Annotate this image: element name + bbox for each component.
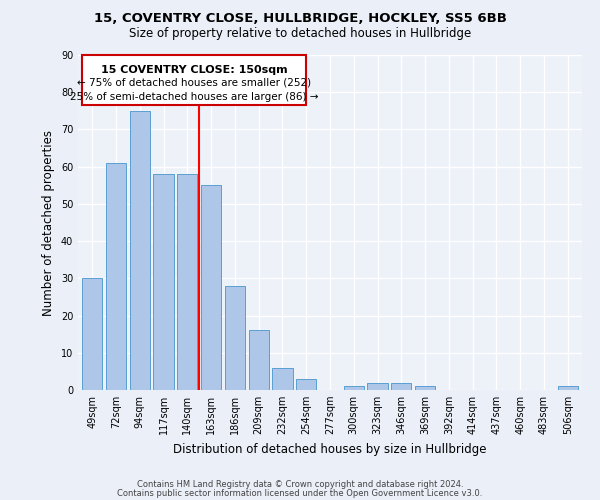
- Text: Contains public sector information licensed under the Open Government Licence v3: Contains public sector information licen…: [118, 489, 482, 498]
- Text: 15, COVENTRY CLOSE, HULLBRIDGE, HOCKLEY, SS5 6BB: 15, COVENTRY CLOSE, HULLBRIDGE, HOCKLEY,…: [94, 12, 506, 26]
- Text: Size of property relative to detached houses in Hullbridge: Size of property relative to detached ho…: [129, 28, 471, 40]
- Bar: [201, 186, 221, 390]
- Text: Contains HM Land Registry data © Crown copyright and database right 2024.: Contains HM Land Registry data © Crown c…: [137, 480, 463, 489]
- Bar: [296, 379, 316, 390]
- Bar: [367, 382, 388, 390]
- Bar: [225, 286, 245, 390]
- Bar: [557, 386, 578, 390]
- Text: ← 75% of detached houses are smaller (252): ← 75% of detached houses are smaller (25…: [77, 78, 311, 88]
- Bar: [154, 174, 173, 390]
- Bar: [344, 386, 364, 390]
- Bar: [248, 330, 269, 390]
- Bar: [272, 368, 293, 390]
- Bar: [106, 163, 126, 390]
- FancyBboxPatch shape: [82, 55, 306, 106]
- Bar: [177, 174, 197, 390]
- Text: 15 COVENTRY CLOSE: 150sqm: 15 COVENTRY CLOSE: 150sqm: [101, 65, 287, 75]
- Text: 25% of semi-detached houses are larger (86) →: 25% of semi-detached houses are larger (…: [70, 92, 318, 102]
- Bar: [391, 382, 412, 390]
- Bar: [82, 278, 103, 390]
- Bar: [130, 111, 150, 390]
- X-axis label: Distribution of detached houses by size in Hullbridge: Distribution of detached houses by size …: [173, 442, 487, 456]
- Bar: [415, 386, 435, 390]
- Y-axis label: Number of detached properties: Number of detached properties: [42, 130, 55, 316]
